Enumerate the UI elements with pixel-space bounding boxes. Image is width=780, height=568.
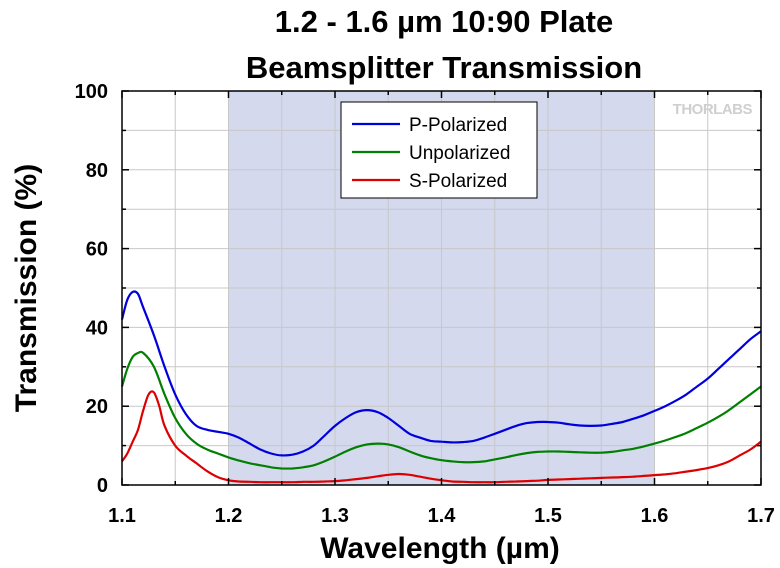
x-tick-label: 1.4 bbox=[428, 505, 457, 527]
y-tick-label: 0 bbox=[97, 475, 108, 497]
series-lines bbox=[120, 290, 762, 484]
series-line-p-polarized bbox=[120, 290, 762, 457]
x-tick-labels: 1.1 1.2 1.3 1.4 1.5 1.6 1.7 bbox=[108, 505, 775, 527]
thorlabs-watermark: THORLABS bbox=[673, 101, 753, 118]
x-tick-label: 1.6 bbox=[641, 505, 669, 527]
y-tick-label: 60 bbox=[86, 239, 108, 261]
legend-label-p-polarized: P-Polarized bbox=[409, 115, 507, 136]
y-tick-label: 20 bbox=[86, 396, 108, 418]
legend-label-s-polarized: S-Polarized bbox=[409, 171, 507, 192]
legend-box bbox=[340, 101, 538, 199]
x-tick-label: 1.1 bbox=[108, 505, 136, 527]
legend: P-Polarized Unpolarized S-Polarized bbox=[340, 101, 538, 199]
y-tick-label: 80 bbox=[86, 160, 108, 182]
axis-ticks bbox=[121, 90, 762, 486]
x-tick-label: 1.3 bbox=[321, 505, 349, 527]
x-tick-label: 1.7 bbox=[747, 505, 775, 527]
y-tick-label: 100 bbox=[75, 81, 108, 103]
series-line-s-polarized bbox=[121, 390, 762, 484]
series-line-unpolarized bbox=[120, 350, 762, 470]
x-axis-title: Wavelength (µm) bbox=[320, 532, 560, 565]
chart-title-line-2: Beamsplitter Transmission bbox=[246, 50, 642, 85]
x-tick-label: 1.5 bbox=[534, 505, 562, 527]
legend-label-unpolarized: Unpolarized bbox=[409, 143, 510, 164]
y-tick-labels: 0 20 40 60 80 100 bbox=[75, 81, 108, 497]
y-axis-title: Transmission (%) bbox=[10, 164, 43, 412]
chart-title-line-1: 1.2 - 1.6 µm 10:90 Plate bbox=[275, 4, 613, 39]
y-tick-label: 40 bbox=[86, 317, 108, 339]
x-tick-label: 1.2 bbox=[215, 505, 243, 527]
